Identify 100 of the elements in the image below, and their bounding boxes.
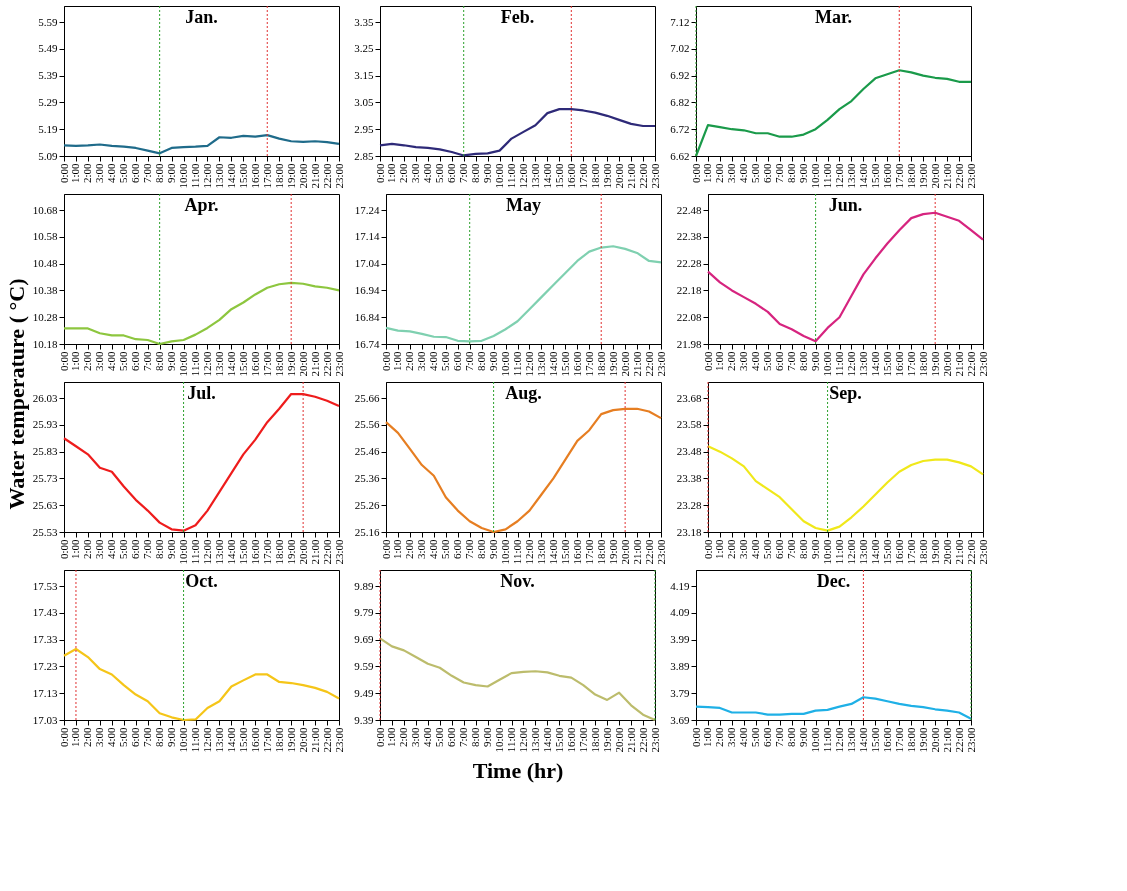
- x-tick-label: 18:00: [904, 727, 917, 753]
- x-tick-label: 22:00: [964, 351, 977, 377]
- x-tick-label: 5:00: [433, 163, 446, 184]
- x-tick-label: 22:00: [636, 727, 649, 753]
- x-tick-label: 12:00: [200, 163, 213, 189]
- y-tick-label: 3.99: [670, 633, 690, 646]
- x-tick-label: 19:00: [606, 351, 619, 377]
- x-tick-label: 16:00: [564, 163, 577, 189]
- x-tick-label: 21:00: [624, 163, 637, 189]
- x-tick-label: 1:00: [701, 727, 714, 748]
- x-tick-label: 12:00: [200, 727, 213, 753]
- x-tick-label: 13:00: [534, 539, 547, 565]
- x-tick-label: 4:00: [105, 727, 118, 748]
- x-tick-label: 22:00: [320, 163, 333, 189]
- x-tick-label: 19:00: [284, 727, 297, 753]
- x-tick-label: 20:00: [928, 163, 941, 189]
- x-tick-label: 17:00: [576, 727, 589, 753]
- x-tick-label: 19:00: [284, 539, 297, 565]
- x-tick-label: 4:00: [737, 163, 750, 184]
- y-tick-label: 23.48: [676, 445, 702, 458]
- x-tick-label: 7:00: [785, 351, 798, 372]
- x-tick-label: 5:00: [117, 727, 130, 748]
- y-tick-label: 9.79: [354, 606, 374, 619]
- y-tick-label: 17.53: [32, 579, 58, 592]
- x-tick-label: 18:00: [916, 351, 929, 377]
- x-tick-label: 5:00: [749, 727, 762, 748]
- x-tick-label: 2:00: [81, 727, 94, 748]
- x-tick-label: 18:00: [588, 163, 601, 189]
- x-tick-label: 1:00: [391, 351, 404, 372]
- x-tick-label: 20:00: [940, 351, 953, 377]
- x-tick-label: 21:00: [630, 351, 643, 377]
- x-tick-label: 1:00: [391, 539, 404, 560]
- x-tick-label: 11:00: [511, 351, 524, 377]
- x-tick-label: 8:00: [797, 351, 810, 372]
- y-tick-label: 16.94: [354, 283, 380, 296]
- x-tick-label: 3:00: [93, 727, 106, 748]
- x-tick-label: 9:00: [481, 727, 494, 748]
- x-tick-label: 11:00: [833, 539, 846, 565]
- x-tick-label: 17:00: [260, 351, 273, 377]
- x-tick-label: 3:00: [737, 351, 750, 372]
- x-tick-label: 8:00: [469, 727, 482, 748]
- x-tick-label: 1:00: [713, 351, 726, 372]
- y-tick-label: 25.73: [32, 471, 58, 484]
- x-tick-label: 23:00: [976, 539, 989, 565]
- x-tick-label: 9:00: [165, 351, 178, 372]
- y-tick-label: 17.33: [32, 633, 58, 646]
- y-tick-label: 3.35: [354, 15, 374, 28]
- chart-title: Jan.: [185, 7, 218, 27]
- y-tick-label: 10.18: [32, 337, 58, 350]
- x-tick-label: 16:00: [248, 539, 261, 565]
- x-tick-label: 15:00: [236, 539, 249, 565]
- x-tick-label: 4:00: [105, 163, 118, 184]
- x-tick-label: 17:00: [892, 727, 905, 753]
- x-tick-label: 19:00: [600, 163, 613, 189]
- x-tick-label: 15:00: [236, 163, 249, 189]
- x-tick-label: 15:00: [558, 351, 571, 377]
- x-tick-label: 2:00: [403, 351, 416, 372]
- x-tick-label: 4:00: [749, 351, 762, 372]
- y-tick-label: 23.58: [676, 418, 702, 431]
- x-tick-label: 5:00: [761, 351, 774, 372]
- y-tick-label: 17.04: [354, 257, 380, 270]
- x-tick-label: 21:00: [308, 351, 321, 377]
- x-tick-label: 17:00: [260, 163, 273, 189]
- chart-title: Oct.: [185, 571, 218, 591]
- x-tick-label: 7:00: [773, 727, 786, 748]
- x-tick-label: 23:00: [964, 163, 977, 189]
- y-tick-label: 10.38: [32, 283, 58, 296]
- x-tick-label: 15:00: [552, 727, 565, 753]
- y-tick-label: 25.46: [354, 445, 380, 458]
- x-tick-label: 7:00: [141, 727, 154, 748]
- y-tick-label: 23.28: [676, 498, 702, 511]
- x-tick-label: 19:00: [284, 163, 297, 189]
- x-tick-label: 18:00: [272, 727, 285, 753]
- x-tick-label: 23:00: [976, 351, 989, 377]
- x-tick-label: 0:00: [57, 727, 70, 748]
- x-tick-label: 3:00: [725, 727, 738, 748]
- x-tick-label: 10:00: [177, 727, 190, 753]
- x-tick-label: 14:00: [540, 163, 553, 189]
- x-tick-label: 15:00: [552, 163, 565, 189]
- y-tick-label: 25.66: [354, 391, 380, 404]
- x-tick-label: 12:00: [516, 727, 529, 753]
- y-tick-label: 16.84: [354, 310, 380, 323]
- x-tick-label: 22:00: [642, 539, 655, 565]
- y-tick-label: 5.09: [38, 149, 58, 162]
- y-tick-label: 4.19: [670, 579, 690, 592]
- y-tick-label: 3.05: [354, 95, 374, 108]
- x-tick-label: 11:00: [189, 351, 202, 377]
- x-tick-label: 5:00: [117, 163, 130, 184]
- x-tick-label: 10:00: [809, 163, 822, 189]
- x-tick-label: 16:00: [880, 727, 893, 753]
- x-tick-label: 10:00: [493, 727, 506, 753]
- x-tick-label: 3:00: [737, 539, 750, 560]
- y-tick-label: 22.08: [676, 310, 702, 323]
- x-tick-label: 11:00: [189, 727, 202, 753]
- x-tick-label: 3:00: [93, 163, 106, 184]
- x-tick-label: 11:00: [821, 163, 834, 189]
- x-tick-label: 21:00: [630, 539, 643, 565]
- x-tick-label: 13:00: [844, 163, 857, 189]
- x-tick-label: 15:00: [236, 351, 249, 377]
- x-tick-label: 23:00: [654, 351, 667, 377]
